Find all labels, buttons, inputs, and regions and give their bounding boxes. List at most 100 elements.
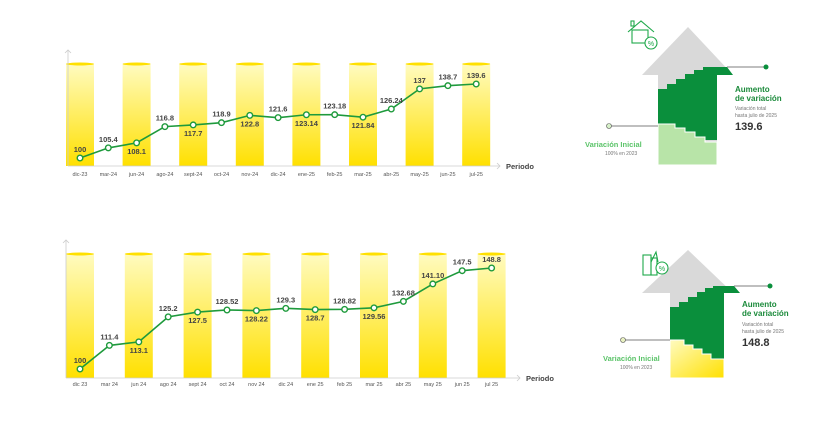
y-axis-arrow-icon bbox=[62, 239, 70, 244]
data-label: 148.8 bbox=[482, 255, 501, 264]
data-label: 117.7 bbox=[184, 129, 202, 138]
data-label: 123.14 bbox=[295, 119, 319, 128]
house-percent-icon: % bbox=[627, 20, 658, 50]
bar-8 bbox=[301, 254, 330, 378]
bar-10 bbox=[360, 254, 388, 378]
x-tick-label: mar 24 bbox=[101, 382, 118, 388]
marker-dot bbox=[767, 283, 773, 289]
x-tick-label: jun-25 bbox=[439, 172, 455, 178]
data-point bbox=[194, 308, 202, 316]
x-tick-label: jun-24 bbox=[128, 172, 144, 178]
bar-cap-2 bbox=[122, 62, 151, 66]
svg-text:%: % bbox=[648, 41, 654, 48]
bar-0 bbox=[66, 254, 94, 378]
data-label: 127.5 bbox=[188, 316, 207, 325]
bar-cap-12 bbox=[418, 252, 447, 256]
x-tick-label: jul-25 bbox=[468, 172, 482, 178]
data-label: 105.4 bbox=[99, 135, 119, 144]
bar-0 bbox=[66, 64, 94, 166]
x-axis-label: Periodo bbox=[526, 374, 554, 383]
data-point bbox=[331, 111, 339, 119]
increase-sub: hasta julio de 2025 bbox=[735, 113, 777, 119]
data-label: 116.8 bbox=[156, 114, 174, 123]
data-label: 129.3 bbox=[276, 295, 295, 304]
marker-dot bbox=[763, 64, 769, 70]
bar-cap-8 bbox=[292, 62, 321, 66]
data-label: 100 bbox=[74, 356, 87, 365]
data-point bbox=[399, 297, 407, 305]
data-label: 100 bbox=[74, 145, 87, 154]
data-point bbox=[133, 139, 141, 147]
data-point bbox=[223, 306, 231, 314]
arrow-yellow bbox=[669, 339, 725, 379]
data-point bbox=[416, 85, 424, 93]
increase-value: 148.8 bbox=[742, 337, 770, 349]
initial-title: Variación Inicial bbox=[603, 354, 660, 363]
infographic-2: % Aumento de variación Variación total h… bbox=[603, 250, 789, 379]
x-tick-label: ene-25 bbox=[298, 172, 315, 178]
data-point bbox=[274, 114, 282, 122]
data-label: 141.10 bbox=[421, 271, 444, 280]
data-label: 128.22 bbox=[245, 315, 268, 324]
data-label: 138.7 bbox=[439, 73, 458, 82]
bar-cap-10 bbox=[360, 252, 388, 256]
data-point bbox=[246, 111, 254, 119]
data-point bbox=[104, 144, 112, 152]
x-tick-label: dic 23 bbox=[73, 382, 88, 388]
data-point bbox=[282, 304, 290, 312]
data-point bbox=[488, 264, 496, 272]
bar-cap-0 bbox=[66, 62, 94, 66]
data-point bbox=[252, 307, 260, 315]
increase-title: Aumento bbox=[742, 300, 777, 309]
initial-sub: 100% en 2023 bbox=[620, 365, 652, 371]
chart-1: Periodo 100 dic-23 105.4 mar-24 108.1 jun-24 11… bbox=[64, 49, 534, 178]
bar-14 bbox=[477, 254, 506, 378]
marker-dot bbox=[606, 123, 612, 129]
arrow-light-green bbox=[657, 123, 718, 166]
arrow-dark-green bbox=[670, 286, 740, 360]
data-label: 118.9 bbox=[212, 110, 230, 119]
data-point bbox=[164, 313, 172, 321]
x-tick-label: ago 24 bbox=[160, 382, 177, 388]
data-label: 121.6 bbox=[269, 105, 288, 114]
bar-6 bbox=[242, 254, 271, 378]
data-label: 137 bbox=[413, 76, 426, 85]
bar-cap-4 bbox=[183, 252, 212, 256]
data-label: 125.2 bbox=[159, 304, 178, 313]
x-tick-label: feb 25 bbox=[337, 382, 352, 388]
increase-title: de variación bbox=[735, 94, 782, 103]
data-label: 129.56 bbox=[363, 312, 386, 321]
x-tick-label: dic-23 bbox=[73, 172, 88, 178]
x-tick-label: jul 25 bbox=[484, 382, 498, 388]
x-tick-label: ago-24 bbox=[156, 172, 173, 178]
x-tick-label: abr 25 bbox=[396, 382, 412, 388]
data-label: 122.8 bbox=[240, 119, 259, 128]
increase-title: de variación bbox=[742, 309, 789, 318]
data-label: 128.52 bbox=[216, 297, 239, 306]
bar-2 bbox=[124, 254, 153, 378]
increase-sub: hasta julio de 2025 bbox=[742, 329, 784, 335]
marker-dot bbox=[620, 337, 626, 343]
bar-cap-12 bbox=[405, 62, 434, 66]
x-tick-label: jun 24 bbox=[130, 382, 146, 388]
data-point bbox=[161, 123, 169, 131]
bar-cap-8 bbox=[301, 252, 330, 256]
bar-12 bbox=[418, 254, 447, 378]
x-tick-label: sept 24 bbox=[189, 382, 207, 388]
bar-cap-0 bbox=[66, 252, 94, 256]
data-label: 108.1 bbox=[127, 147, 146, 156]
data-point bbox=[302, 111, 310, 119]
data-point bbox=[444, 82, 452, 90]
x-tick-label: mar-24 bbox=[100, 172, 117, 178]
data-label: 147.5 bbox=[453, 258, 472, 267]
data-point bbox=[311, 306, 319, 314]
initial-sub: 100% en 2023 bbox=[605, 151, 637, 157]
data-point bbox=[135, 338, 143, 346]
x-tick-label: sept-24 bbox=[184, 172, 202, 178]
x-tick-label: ene 25 bbox=[307, 382, 324, 388]
x-tick-label: oct-24 bbox=[214, 172, 229, 178]
data-label: 121.84 bbox=[352, 121, 376, 130]
bar-cap-6 bbox=[242, 252, 271, 256]
bar-4 bbox=[179, 64, 208, 166]
